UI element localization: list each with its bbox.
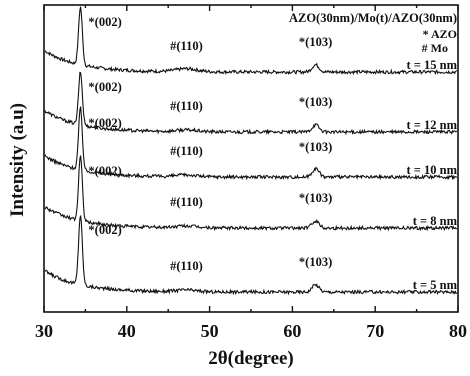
axis-ticks: 30 40 50 60 70 80: [35, 5, 467, 341]
x-tick-label: 30: [35, 321, 53, 341]
x-tick-label: 40: [118, 321, 136, 341]
series-label: t = 10 nm: [406, 163, 457, 177]
legend-azo: * AZO: [423, 27, 457, 41]
peak-label-002: *(002): [88, 164, 121, 178]
peak-label-002: *(002): [88, 15, 121, 29]
x-tick-label: 60: [283, 321, 301, 341]
peak-label: #(110): [170, 195, 203, 209]
y-axis-label: Intensity (a.u): [7, 103, 28, 217]
series-line: [44, 106, 458, 181]
series-label: t = 8 nm: [413, 214, 458, 228]
peak-label: #(110): [170, 259, 203, 273]
peak-label: #(110): [170, 144, 203, 158]
series-line: [44, 215, 457, 296]
legend-mo: # Mo: [422, 41, 448, 55]
x-axis-label: 2θ(degree): [208, 348, 294, 369]
peak-label: *(103): [299, 255, 332, 269]
legend-title: AZO(30nm)/Mo(t)/AZO(30nm): [289, 11, 457, 25]
peak-label: #(110): [170, 39, 203, 53]
x-tick-label: 80: [449, 321, 467, 341]
series-line: [44, 155, 458, 232]
peak-label: *(103): [299, 95, 332, 109]
peak-label-002: *(002): [88, 223, 121, 237]
xrd-traces: [44, 6, 458, 296]
peak-annotations: t = 15 nm *(002) #(110) *(103) t = 12 nm *(00…: [88, 15, 457, 292]
peak-label-002: *(002): [88, 116, 121, 130]
series-label: t = 12 nm: [406, 118, 457, 132]
series-label: t = 5 nm: [413, 278, 458, 292]
peak-label-002: *(002): [88, 80, 121, 94]
x-tick-label: 50: [201, 321, 219, 341]
peak-label: *(103): [299, 35, 332, 49]
series-label: t = 15 nm: [406, 58, 457, 72]
plot-frame: [43, 4, 459, 313]
peak-label: #(110): [170, 99, 203, 113]
peak-label: *(103): [299, 140, 332, 154]
series-line: [44, 71, 458, 136]
series-line: [44, 6, 458, 76]
x-tick-label: 70: [366, 321, 384, 341]
peak-label: *(103): [299, 191, 332, 205]
